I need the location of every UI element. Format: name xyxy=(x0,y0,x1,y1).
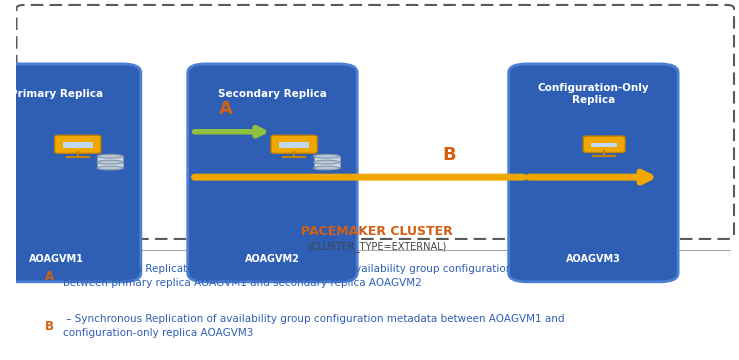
Text: B: B xyxy=(45,320,54,333)
Text: Configuration-Only
Replica: Configuration-Only Replica xyxy=(537,84,649,105)
Ellipse shape xyxy=(313,166,339,170)
Text: Primary Replica: Primary Replica xyxy=(10,89,103,99)
Text: – Synchronous Replication of availability databases & availability group configu: – Synchronous Replication of availabilit… xyxy=(64,265,567,288)
FancyBboxPatch shape xyxy=(279,143,309,148)
Text: B: B xyxy=(443,146,456,164)
FancyBboxPatch shape xyxy=(55,135,101,153)
FancyBboxPatch shape xyxy=(16,5,734,239)
FancyBboxPatch shape xyxy=(271,135,317,153)
Ellipse shape xyxy=(313,160,339,164)
Bar xyxy=(98,162,123,168)
Bar xyxy=(313,156,339,162)
Text: – Synchronous Replication of availability group configuration metadata between A: – Synchronous Replication of availabilit… xyxy=(64,315,565,338)
Text: Secondary Replica: Secondary Replica xyxy=(218,89,327,99)
Text: (CLUSTER_TYPE=EXTERNAL): (CLUSTER_TYPE=EXTERNAL) xyxy=(307,240,446,252)
Ellipse shape xyxy=(98,154,123,158)
FancyBboxPatch shape xyxy=(583,136,625,153)
FancyBboxPatch shape xyxy=(591,143,617,147)
Bar xyxy=(313,162,339,168)
Text: AOAGVM1: AOAGVM1 xyxy=(29,253,84,264)
Text: AOAGVM3: AOAGVM3 xyxy=(566,253,621,264)
Ellipse shape xyxy=(98,166,123,170)
Ellipse shape xyxy=(313,154,339,158)
Text: A: A xyxy=(219,100,233,118)
Ellipse shape xyxy=(98,160,123,164)
Text: A: A xyxy=(45,270,55,283)
FancyBboxPatch shape xyxy=(0,64,141,282)
FancyBboxPatch shape xyxy=(63,143,93,148)
FancyBboxPatch shape xyxy=(188,64,357,282)
Text: PACEMAKER CLUSTER: PACEMAKER CLUSTER xyxy=(302,225,453,238)
FancyBboxPatch shape xyxy=(508,64,678,282)
Bar xyxy=(98,156,123,162)
Text: AOAGVM2: AOAGVM2 xyxy=(245,253,300,264)
